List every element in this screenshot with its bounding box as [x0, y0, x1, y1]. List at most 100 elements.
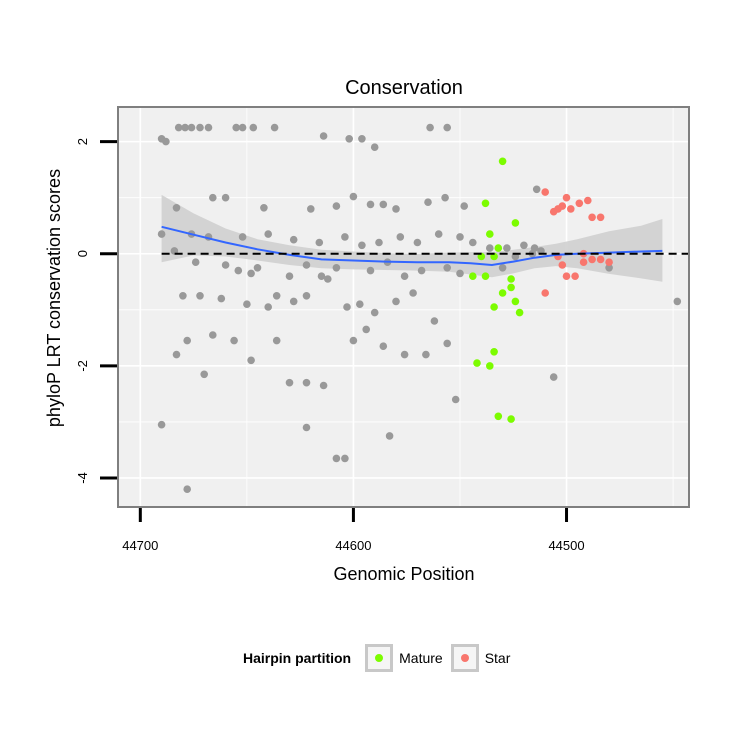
data-point-mature [469, 272, 477, 281]
data-point-other [549, 373, 558, 381]
data-point-other [234, 266, 243, 275]
data-point-other [392, 205, 400, 213]
data-point-other [181, 123, 189, 132]
data-point-other [343, 303, 351, 311]
data-point-other [341, 233, 349, 241]
data-point-other [385, 432, 394, 440]
data-point-other [379, 342, 388, 351]
data-point-other [532, 185, 541, 194]
data-point-other [264, 230, 273, 238]
data-point-star [541, 188, 549, 196]
data-point-other [456, 233, 464, 241]
data-point-other [247, 269, 255, 278]
data-point-other [503, 244, 511, 252]
data-point-other [345, 135, 354, 143]
data-point-other [307, 205, 315, 213]
data-point-other [172, 204, 181, 212]
data-point-other [424, 198, 432, 206]
plot-panel [117, 106, 690, 508]
data-point-other [315, 238, 324, 247]
data-point-other [409, 289, 417, 297]
data-point-other [179, 292, 187, 300]
data-point-other [443, 264, 452, 272]
data-point-mature [490, 303, 498, 311]
legend-title: Hairpin partition [243, 650, 352, 666]
data-point-star [579, 258, 588, 267]
data-point-other [349, 336, 358, 345]
data-point-other [221, 193, 230, 202]
data-point-star [605, 258, 613, 267]
data-point-other [451, 395, 460, 404]
data-point-other [370, 143, 379, 151]
data-point-other [264, 303, 273, 311]
data-point-other [289, 297, 298, 306]
data-point-mature [507, 283, 515, 292]
data-point-other [302, 261, 311, 269]
data-point-other [456, 269, 464, 278]
data-point-other [375, 238, 383, 247]
y-axis-label: phyloP LRT conservation scores [44, 169, 64, 427]
data-point-other [285, 378, 294, 387]
data-point-other [324, 275, 332, 283]
data-point-star [584, 196, 592, 205]
scatter-points [157, 123, 682, 494]
data-point-other [426, 123, 434, 132]
data-point-other [366, 266, 375, 275]
data-point-other [417, 266, 426, 275]
data-point-other [673, 297, 682, 306]
data-point-other [400, 350, 409, 359]
data-point-other [253, 264, 262, 272]
data-point-other [230, 336, 238, 345]
data-point-other [209, 193, 217, 202]
data-point-mature [494, 412, 503, 421]
data-point-other [392, 297, 400, 306]
data-point-other [187, 123, 196, 132]
data-point-other [260, 204, 268, 212]
x-tick-label: 44700 [122, 538, 158, 553]
data-point-mature [481, 199, 490, 208]
data-point-other [172, 350, 181, 359]
data-point-other [605, 264, 613, 272]
data-point-other [270, 123, 279, 132]
data-point-other [162, 137, 170, 146]
data-point-other [247, 356, 255, 365]
data-point-mature [490, 348, 498, 356]
data-point-other [469, 238, 477, 247]
data-point-mature [507, 415, 515, 423]
data-point-star [575, 199, 584, 208]
data-point-other [243, 300, 251, 309]
data-point-mature [486, 362, 494, 370]
legend-label-star: Star [484, 650, 511, 666]
y-tick-label: 2 [75, 138, 90, 145]
data-point-mature [498, 289, 507, 297]
data-point-other [285, 272, 294, 281]
data-point-other [289, 235, 298, 244]
confidence-band [161, 194, 663, 282]
data-point-other [358, 135, 366, 143]
data-point-other [460, 202, 469, 210]
data-point-mature [511, 219, 520, 227]
x-axis-label: Genomic Position [333, 564, 474, 584]
y-tick-label: 0 [75, 250, 90, 257]
data-point-other [238, 123, 247, 132]
data-point-other [209, 331, 217, 339]
data-point-star [596, 213, 605, 222]
data-point-other [413, 238, 422, 247]
data-point-mature [473, 359, 481, 367]
chart-title: Conservation [345, 77, 463, 99]
data-point-other [157, 420, 166, 429]
data-point-star [562, 193, 571, 202]
data-point-star [571, 272, 579, 281]
data-point-other [434, 230, 443, 238]
data-point-other [332, 264, 341, 272]
data-point-other [302, 378, 311, 387]
data-point-other [341, 454, 349, 463]
y-tick-label: -4 [75, 472, 90, 484]
star-dot-icon [460, 654, 469, 662]
data-point-star [588, 213, 596, 222]
data-point-mature [494, 244, 503, 252]
data-point-mature [507, 275, 515, 283]
data-point-star [558, 261, 567, 269]
smooth-line [161, 225, 663, 267]
